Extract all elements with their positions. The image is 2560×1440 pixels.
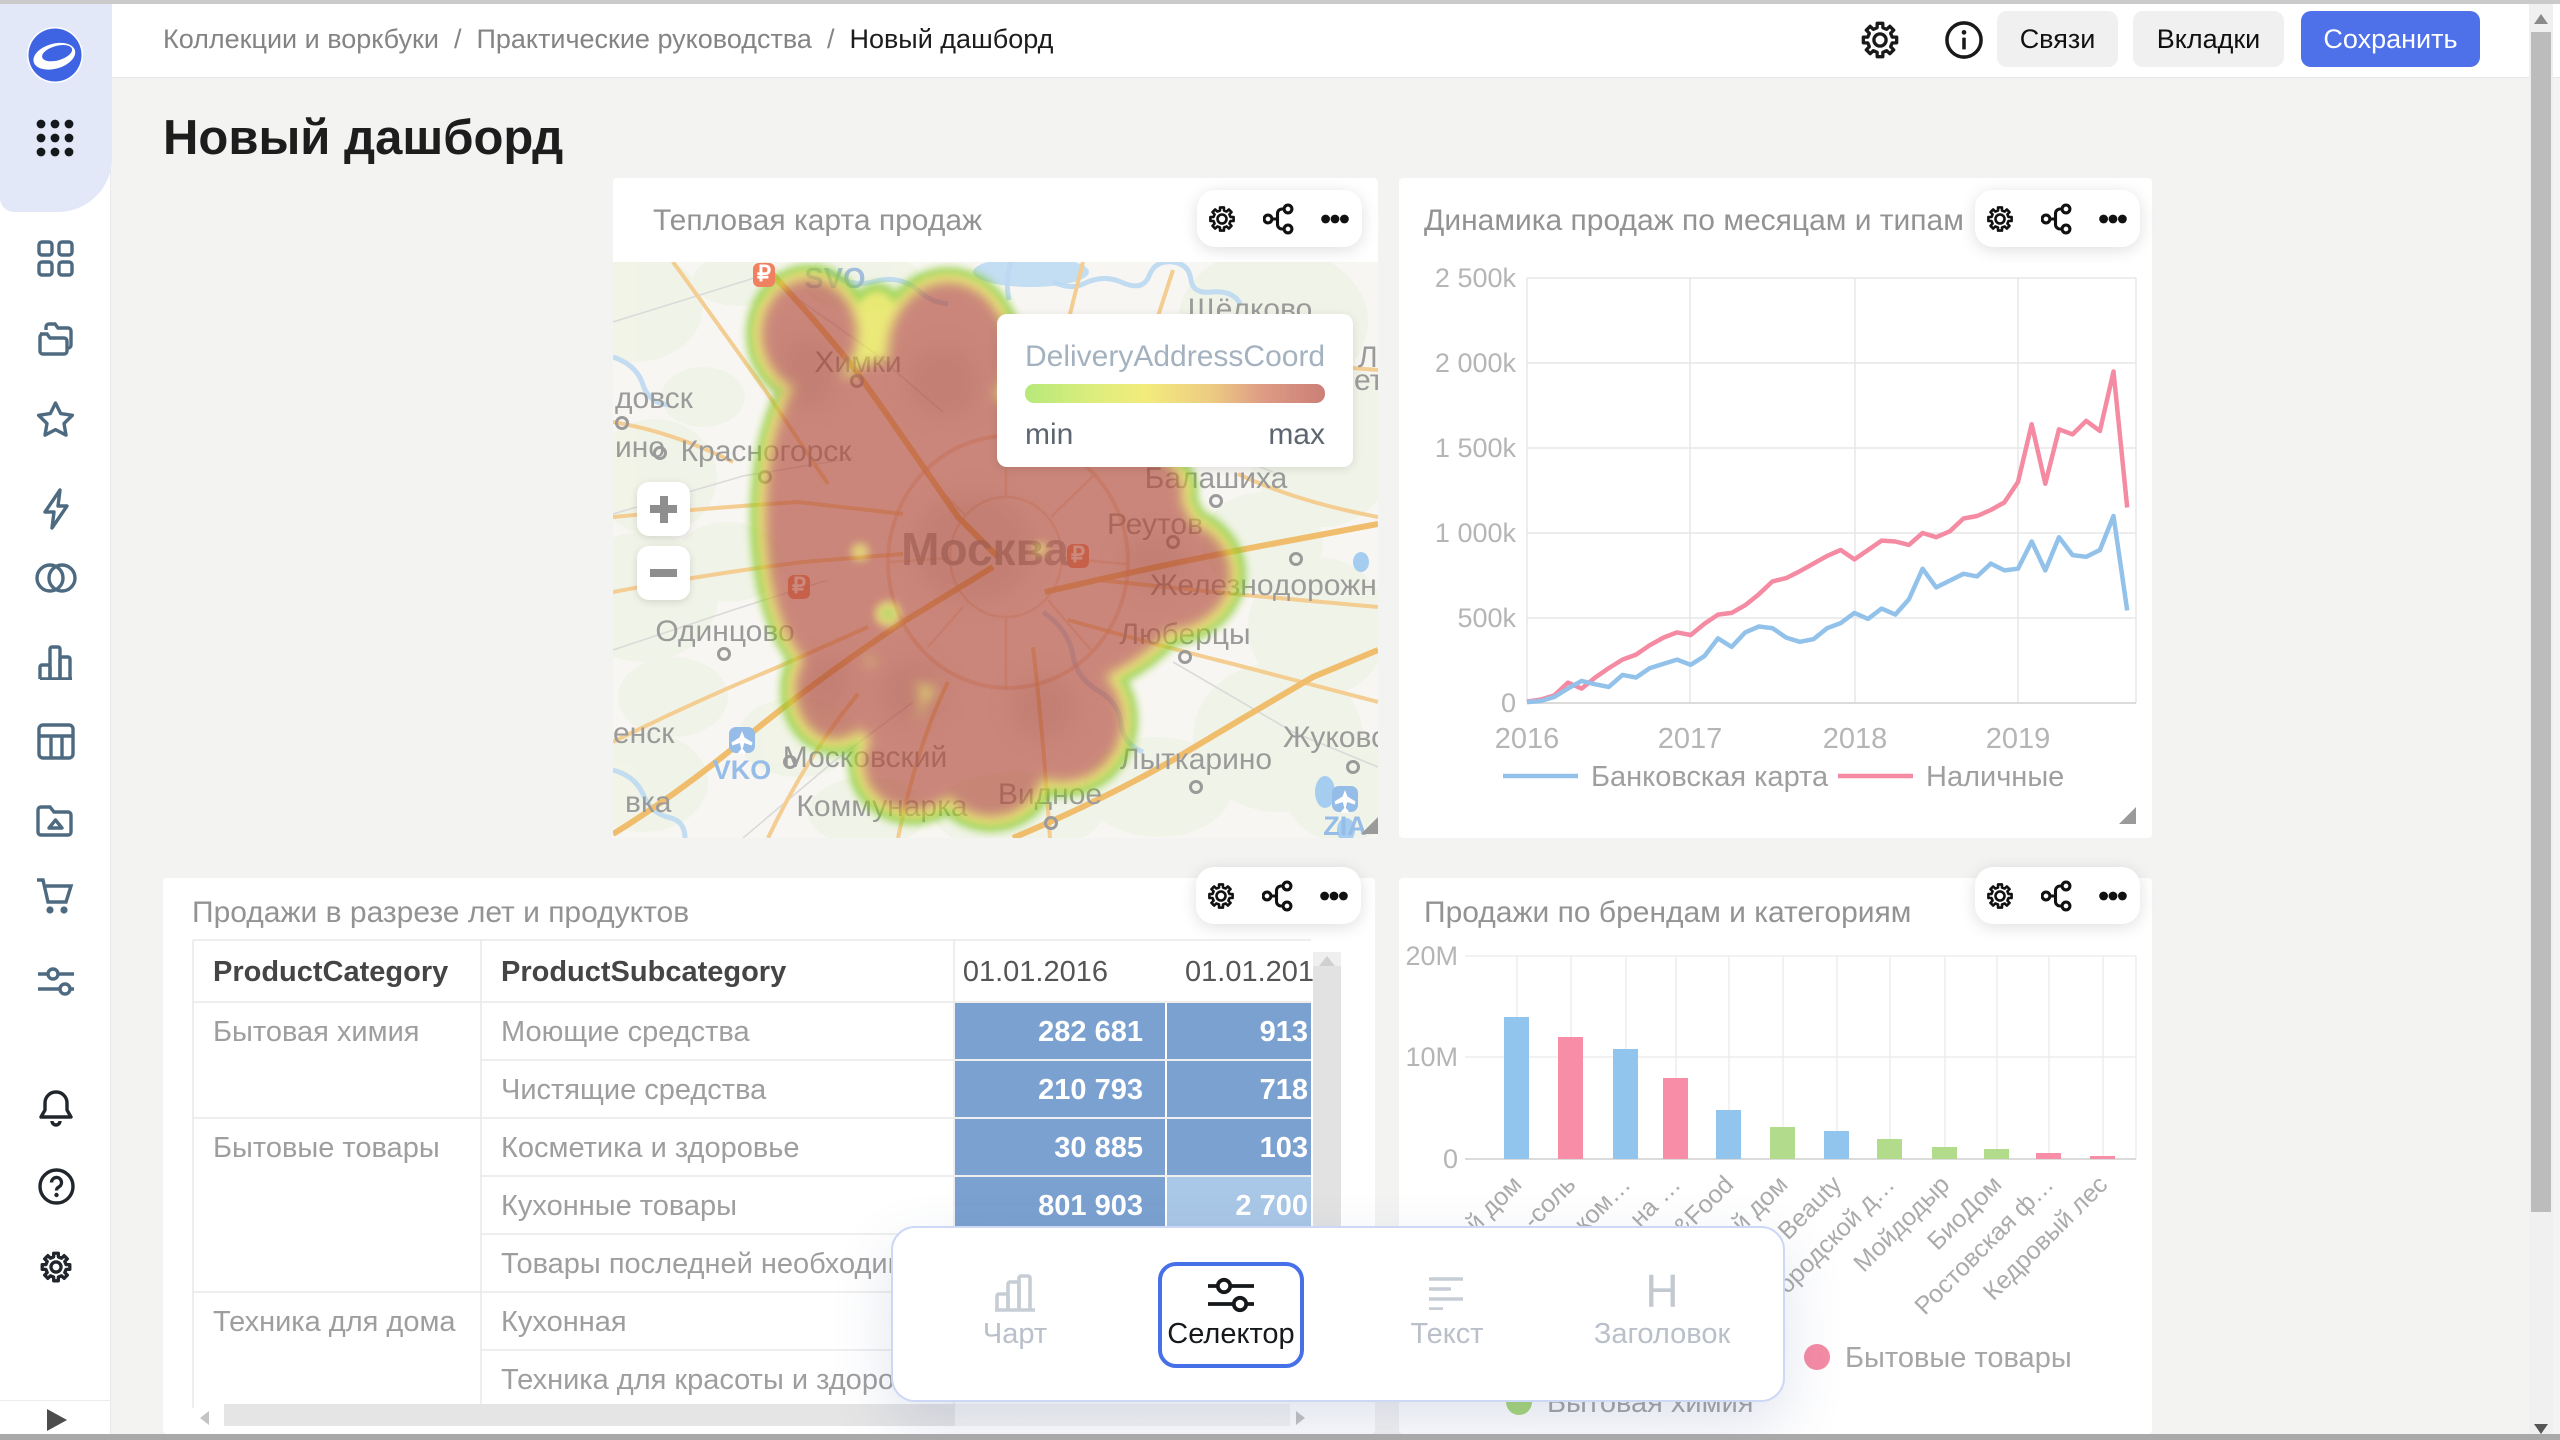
svg-text:Техника для красоты и здоровья: Техника для красоты и здоровья (501, 1364, 940, 1396)
svg-text:2 700: 2 700 (1235, 1190, 1308, 1222)
svg-text:0: 0 (1501, 688, 1516, 718)
svg-text:вка: вка (625, 786, 672, 819)
svg-text:1 500k: 1 500k (1435, 433, 1517, 463)
svg-text:2019: 2019 (1986, 723, 2051, 755)
svg-text:ProductSubcategory: ProductSubcategory (501, 956, 786, 988)
svg-text:Бытовые товары: Бытовые товары (213, 1132, 440, 1164)
svg-text:500k: 500k (1457, 603, 1516, 633)
svg-text:енск: енск (613, 717, 675, 750)
svg-text:Моющие средства: Моющие средства (501, 1016, 751, 1048)
svg-text:ет: ет (1354, 364, 1378, 397)
svg-text:Техника для дома: Техника для дома (213, 1306, 456, 1338)
svg-text:913: 913 (1260, 1016, 1308, 1048)
svg-text:Л: Л (1358, 341, 1378, 374)
svg-text:30 885: 30 885 (1054, 1132, 1143, 1164)
svg-text:ZIA: ZIA (1323, 811, 1367, 838)
svg-text:103: 103 (1260, 1132, 1308, 1164)
svg-text:1 000k: 1 000k (1435, 518, 1517, 548)
svg-text:282 681: 282 681 (1038, 1016, 1143, 1048)
svg-text:₽: ₽ (757, 262, 771, 286)
svg-text:Товары последней необходимости: Товары последней необходимости (501, 1248, 968, 1280)
svg-text:210 793: 210 793 (1038, 1074, 1143, 1106)
svg-text:Банковская карта: Банковская карта (1591, 761, 1829, 793)
svg-text:0: 0 (1443, 1144, 1458, 1174)
svg-text:довск: довск (615, 382, 694, 415)
svg-text:20M: 20M (1405, 941, 1458, 971)
svg-text:2 000k: 2 000k (1435, 348, 1517, 378)
svg-text:Чистящие средства: Чистящие средства (501, 1074, 767, 1106)
svg-text:2017: 2017 (1658, 723, 1723, 755)
svg-text:2 500k: 2 500k (1435, 263, 1517, 293)
svg-text:Наличные: Наличные (1926, 761, 2064, 793)
svg-text:Косметика и здоровье: Косметика и здоровье (501, 1132, 799, 1164)
svg-text:Лыткарино: Лыткарино (1120, 743, 1272, 776)
svg-text:2018: 2018 (1823, 723, 1888, 755)
svg-text:-соль: -соль (1518, 1170, 1582, 1234)
svg-text:Жуковс: Жуковс (1283, 721, 1378, 754)
svg-text:Кухонные товары: Кухонные товары (501, 1190, 737, 1222)
svg-text:Кухонная: Кухонная (501, 1306, 627, 1338)
svg-text:Бытовая химия: Бытовая химия (213, 1016, 419, 1048)
svg-text:801 903: 801 903 (1038, 1190, 1143, 1222)
svg-text:718: 718 (1260, 1074, 1308, 1106)
svg-text:Бытовые товары: Бытовые товары (1845, 1342, 2072, 1374)
svg-text:ProductCategory: ProductCategory (213, 956, 448, 988)
svg-text:01.01.201: 01.01.201 (1185, 956, 1314, 988)
svg-text:2016: 2016 (1495, 723, 1560, 755)
svg-text:10M: 10M (1405, 1042, 1458, 1072)
svg-text:VKO: VKO (713, 755, 772, 785)
svg-text:01.01.2016: 01.01.2016 (963, 956, 1108, 988)
